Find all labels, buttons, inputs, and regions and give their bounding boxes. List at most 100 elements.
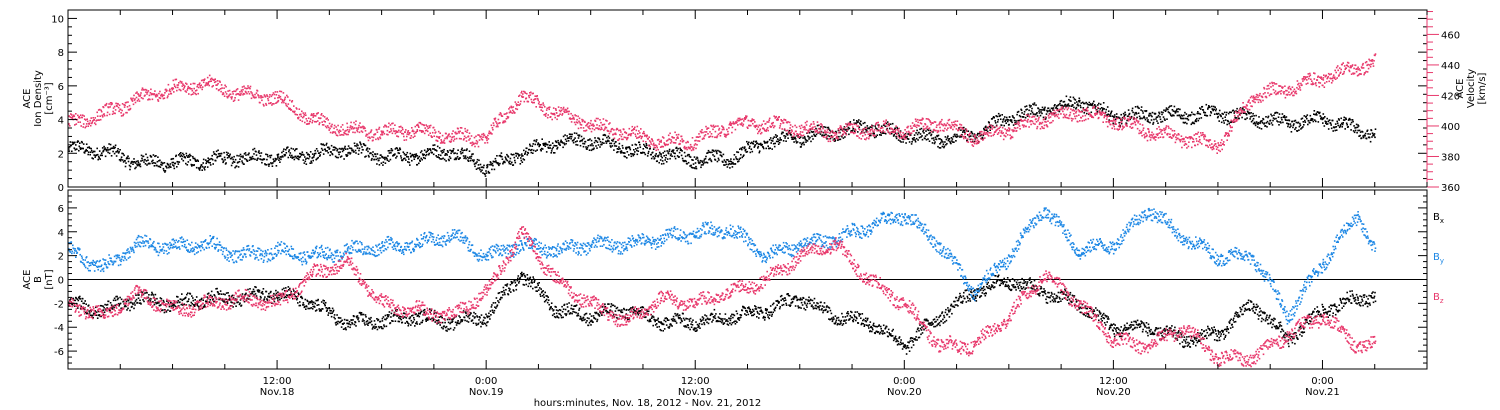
data-point xyxy=(567,140,570,142)
data-point xyxy=(847,126,850,129)
data-point xyxy=(418,155,421,158)
data-point xyxy=(1157,133,1159,135)
data-point xyxy=(635,144,638,146)
data-point xyxy=(566,135,568,137)
data-point xyxy=(699,161,701,164)
data-point xyxy=(1082,101,1084,104)
data-point xyxy=(1159,116,1161,118)
data-point xyxy=(1241,116,1243,119)
data-point xyxy=(1112,118,1115,120)
data-point xyxy=(1169,113,1172,115)
data-point xyxy=(524,91,526,93)
data-point xyxy=(448,133,450,135)
data-point xyxy=(116,105,118,107)
data-point xyxy=(553,144,555,147)
data-point xyxy=(215,150,218,153)
data-point xyxy=(1071,105,1073,107)
data-point xyxy=(187,85,190,88)
data-point xyxy=(364,130,367,132)
data-point xyxy=(1182,121,1185,124)
data-point xyxy=(216,156,218,159)
data-point xyxy=(607,135,610,138)
data-point xyxy=(519,94,521,97)
data-point xyxy=(120,156,123,158)
data-point xyxy=(1146,117,1148,119)
data-point xyxy=(524,152,527,154)
data-point xyxy=(992,116,995,118)
data-point xyxy=(900,141,902,143)
data-point xyxy=(421,123,423,126)
data-point xyxy=(553,152,556,154)
data-point xyxy=(172,164,174,166)
data-point xyxy=(639,146,642,148)
data-point xyxy=(618,146,620,148)
data-point xyxy=(78,145,81,148)
data-point xyxy=(1051,112,1054,115)
data-point xyxy=(695,167,698,170)
data-point xyxy=(544,113,546,116)
data-point xyxy=(581,118,583,121)
data-point xyxy=(704,157,707,160)
data-point xyxy=(686,154,689,157)
series-velocity xyxy=(68,53,1377,154)
data-point xyxy=(853,122,856,125)
data-point xyxy=(296,148,298,150)
data-point xyxy=(877,121,879,124)
data-point xyxy=(884,125,886,128)
data-point xyxy=(1094,107,1097,109)
data-point xyxy=(244,158,246,160)
data-point xyxy=(544,145,546,147)
data-point xyxy=(761,123,763,126)
data-point xyxy=(826,135,828,137)
data-point xyxy=(1147,119,1149,121)
data-point xyxy=(765,128,768,131)
data-point xyxy=(181,155,184,158)
data-point xyxy=(951,138,954,140)
data-point xyxy=(377,157,379,160)
data-point xyxy=(398,129,400,132)
data-point xyxy=(318,152,320,154)
data-point xyxy=(999,114,1001,117)
data-point xyxy=(1096,111,1099,113)
data-point xyxy=(191,164,194,166)
data-point xyxy=(1162,116,1165,118)
data-point xyxy=(1040,109,1043,111)
data-point xyxy=(1020,109,1023,112)
data-point xyxy=(951,140,953,142)
data-point xyxy=(868,127,871,130)
data-point xyxy=(1325,122,1327,124)
data-point xyxy=(636,153,639,156)
data-point xyxy=(995,124,998,127)
data-point xyxy=(505,113,507,115)
data-point xyxy=(831,129,834,132)
data-point xyxy=(636,137,638,139)
data-point xyxy=(1155,136,1157,138)
data-point xyxy=(862,122,865,125)
data-point xyxy=(457,149,459,151)
data-point xyxy=(357,144,359,147)
data-point xyxy=(260,97,262,99)
data-point xyxy=(575,143,577,146)
data-point xyxy=(469,156,471,158)
data-point xyxy=(867,131,869,133)
data-point xyxy=(797,136,799,138)
data-point xyxy=(384,158,386,161)
data-point xyxy=(735,121,737,123)
data-point xyxy=(1341,126,1343,128)
data-point xyxy=(678,151,681,154)
data-point xyxy=(1161,133,1163,135)
data-point xyxy=(425,151,427,153)
data-point xyxy=(289,154,291,156)
data-point xyxy=(528,148,531,151)
data-point xyxy=(1078,97,1081,100)
data-point xyxy=(348,147,351,149)
data-point xyxy=(764,141,767,144)
data-point xyxy=(881,131,884,134)
data-point xyxy=(1117,125,1120,128)
data-point xyxy=(282,156,284,158)
data-point xyxy=(308,122,310,125)
data-point xyxy=(654,144,657,146)
data-point xyxy=(82,126,84,128)
data-point xyxy=(939,129,942,132)
data-point xyxy=(420,131,423,133)
